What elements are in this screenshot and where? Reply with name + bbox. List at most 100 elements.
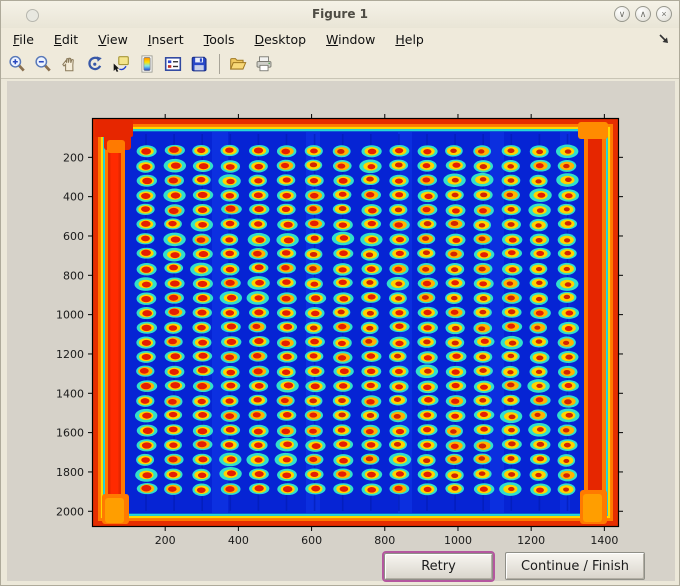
insert-legend-button[interactable] [162,52,186,76]
spot-core [479,486,488,492]
open-file-button[interactable] [227,52,251,76]
spot-core [197,207,208,214]
menu-view[interactable]: View [98,31,128,47]
spot-core [309,428,317,434]
spot-core [450,221,459,227]
spot-core [141,485,152,492]
spot-core [197,309,207,316]
spot-core [394,368,403,375]
spot-core [365,428,374,435]
spot-core [451,382,460,389]
spot-core [422,280,432,287]
spot-core [338,471,347,477]
pan-button[interactable] [58,52,82,76]
spot-core [536,441,545,447]
spot-core [507,309,516,315]
spot-core [451,192,459,198]
data-cursor-button[interactable] [110,52,134,76]
spot-core [337,355,347,361]
spot-core [226,323,237,330]
spot-core [142,427,153,434]
spot-core [479,354,487,360]
spot-core [141,457,150,463]
rotate-3d-button[interactable] [84,52,108,76]
continue-finish-button[interactable]: Continue / Finish [505,552,645,580]
spot-core [310,148,318,154]
menu-file[interactable]: File [13,31,34,47]
menu-desktop[interactable]: Desktop [254,31,307,47]
y-tick-label: 2000 [56,505,84,518]
spot-core [281,340,291,347]
spot-core [281,295,291,302]
spot-core [310,281,319,287]
background-stripe [490,132,504,513]
spot-core [253,428,263,435]
maximize-button[interactable]: ∧ [635,6,651,22]
x-tick-label: 800 [374,534,395,547]
spot-core [225,237,234,243]
spot-core [365,456,374,462]
menu-window[interactable]: Window [326,31,376,47]
spot-core [393,441,402,447]
spot-core [423,471,432,478]
spot-core [338,441,348,447]
menu-tools[interactable]: Tools [203,31,235,47]
spot-core [338,267,347,273]
spot-core [508,427,515,433]
spot-core [563,163,570,169]
spot-core [225,398,234,404]
spot-core [338,412,346,418]
spot-core [141,281,151,288]
spot-core [366,442,376,448]
spot-core [367,164,376,170]
spot-core [394,147,404,154]
spot-core [395,428,405,435]
spot-core [452,353,461,359]
close-button[interactable]: × [656,6,672,22]
retry-button[interactable]: Retry [382,551,495,582]
spot-core [450,148,457,153]
menu-edit[interactable]: Edit [53,31,79,47]
spot-core [537,192,546,198]
save-figure-button[interactable] [188,52,212,76]
spot-core [480,252,489,258]
spot-core [562,428,570,433]
window-menu-icon[interactable] [26,9,39,22]
spot-core [422,163,431,169]
spot-core [139,368,149,374]
zoom-in-button[interactable] [6,52,30,76]
spot-core [534,325,541,330]
spot-core [394,162,403,168]
spot-core [309,325,318,331]
dock-figure-icon[interactable] [657,32,671,46]
shade-button[interactable]: ∨ [614,6,630,22]
spot-core [197,367,208,374]
spot-core [168,456,178,463]
spot-core [507,295,515,301]
spot-core [366,368,376,375]
menu-insert[interactable]: Insert [147,31,184,47]
spot-core [451,325,460,331]
spot-core [564,149,572,154]
spot-core [477,149,485,154]
zoom-out-button[interactable] [32,52,56,76]
spot-core [168,486,177,492]
print-figure-button[interactable] [253,52,277,76]
spot-core [508,486,515,492]
spot-core [565,177,572,183]
spot-core [478,266,486,272]
menu-help[interactable]: Help [395,31,424,47]
spot-core [423,427,432,433]
spot-core [339,457,348,464]
spot-core [197,295,208,302]
spot-core [508,267,517,273]
spot-core [252,412,261,418]
plate-feature [588,124,602,520]
insert-colorbar-button[interactable] [136,52,160,76]
plate-border-band [98,124,613,521]
spot-core [479,368,487,374]
spot-core [254,163,264,170]
spot-core [422,177,431,183]
spot-core [170,252,180,259]
spot-core [141,192,151,200]
